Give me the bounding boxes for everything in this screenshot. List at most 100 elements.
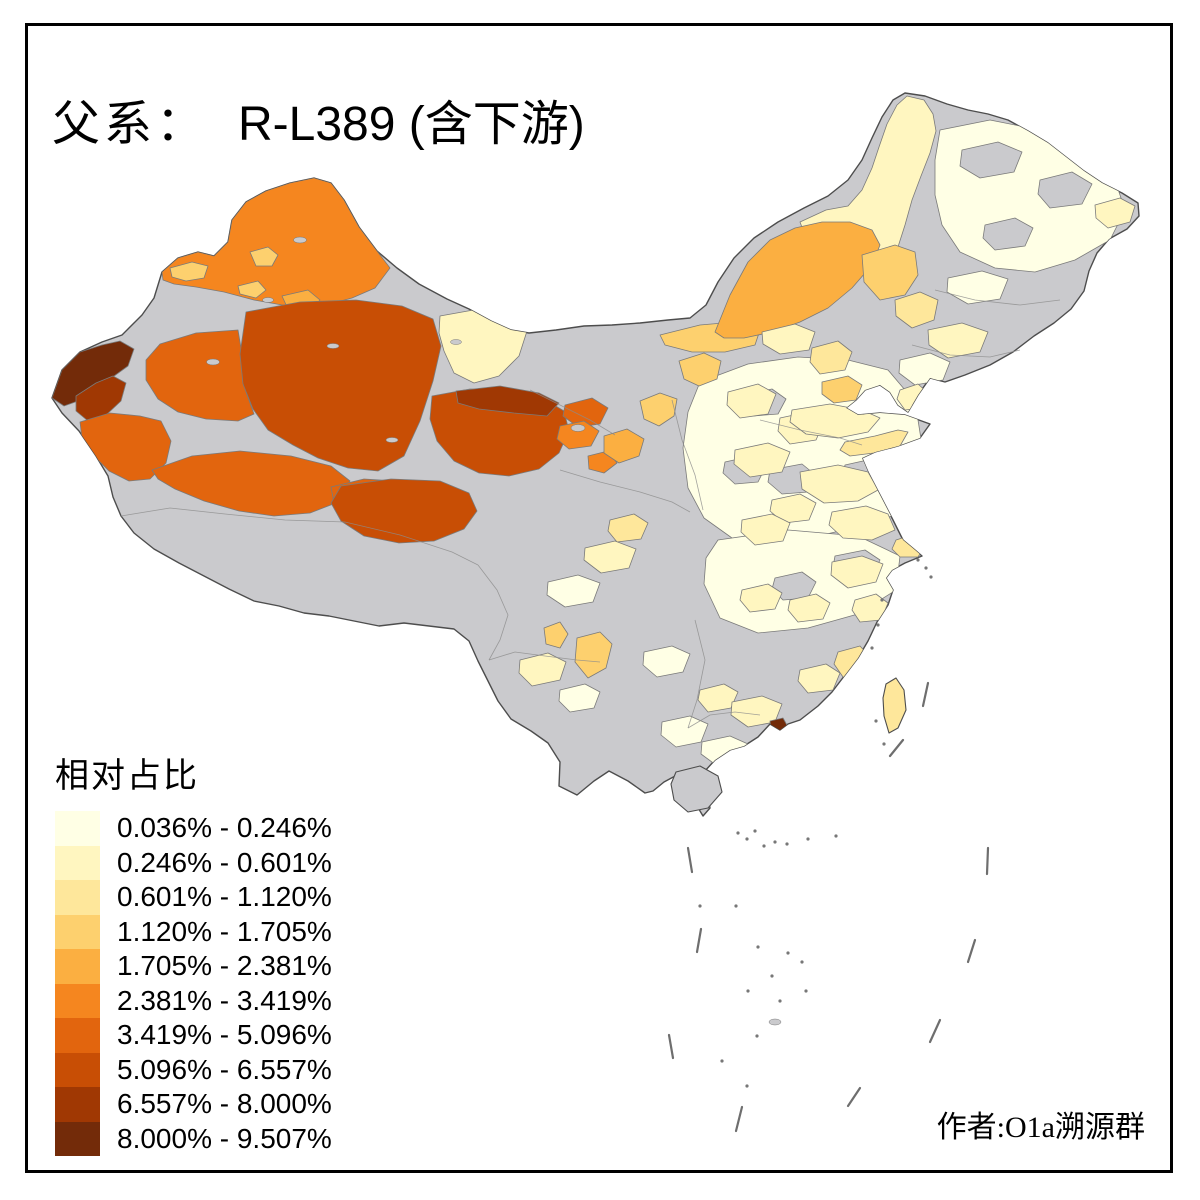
islet-dot-10 [745,837,749,841]
lake-speck-3 [326,343,340,349]
map-region-xj-north [161,177,391,307]
islet-dot-15 [806,837,810,841]
lake-speck-5 [206,358,220,366]
nine-dash-segment-7 [734,1105,744,1133]
map-region-guangxi-cream [660,715,709,748]
legend-label-6: 2.381% - 3.419% [117,984,332,1016]
islet-dot-22 [770,974,774,978]
province-border-jilin-liaoning [911,344,1021,358]
legend-label-1: 0.036% - 0.246% [117,812,332,844]
map-region-jilin-cream [946,270,1009,305]
map-region-karamay [249,246,279,267]
islet-dot-28 [745,1084,749,1088]
map-region-liuzhou [697,683,739,713]
map-region-lanzhou [603,428,645,464]
map-region-beijing [809,340,853,375]
map-region-qh-dark-streak [455,385,560,417]
legend-swatch-3 [55,880,100,915]
map-region-wuhan [740,513,791,546]
legend-row-6: 2.381% - 3.419% [55,983,332,1018]
nine-dash-segment-9 [695,927,703,954]
map-region-hotan [151,450,351,517]
legend-rows: 0.036% - 0.246% 0.246% - 0.601% 0.601% - 1… [55,811,332,1156]
map-region-na-patch-8 [982,217,1034,251]
nine-dash-segment-6 [846,1086,862,1108]
islet-dot-23 [746,989,750,993]
legend-row-1: 0.036% - 0.246% [55,811,332,846]
map-region-meizhou [797,663,841,694]
map-region-hefei [769,493,817,524]
map-region-im-chifeng [861,244,919,301]
map-region-ningxia [639,392,678,427]
legend-label-2: 0.246% - 0.601% [117,846,332,878]
islet-dot-6 [870,646,874,650]
map-region-aksu [145,329,255,422]
map-region-bortala [237,280,267,299]
province-border-hunan-guangxi [687,619,706,729]
map-region-yangzhou [828,505,896,541]
islet-dot-1 [916,558,920,562]
nine-dash-segment-4 [966,938,977,964]
map-region-hebei-north [761,323,816,355]
legend-label-3: 0.601% - 1.120% [117,881,332,913]
legend-label-8: 5.096% - 6.557% [117,1053,332,1085]
nine-dash-segment-8 [686,846,694,874]
islet-dot-17 [698,904,702,908]
province-border-shaanxi-west [671,399,704,511]
islet-dot-18 [734,904,738,908]
province-border-yunnan-north [488,651,601,663]
map-region-wuwei [562,397,609,428]
map-region-shaanbei [678,352,722,387]
map-region-yunnan-orange-b [574,631,613,679]
islet-dot-12 [762,844,766,848]
lake-speck-7 [570,424,586,432]
map-region-changsha [739,583,783,613]
legend: 相对占比 0.036% - 0.246% 0.246% - 0.601% 0.601… [55,748,332,1156]
legend-row-2: 0.246% - 0.601% [55,845,332,880]
legend-row-8: 5.096% - 6.557% [55,1052,332,1087]
legend-row-10: 8.000% - 9.507% [55,1121,332,1156]
islet-dot-2 [924,566,928,570]
map-regions-group [52,95,1136,766]
map-region-xuzhou [799,464,879,504]
attribution: 作者:O1a溯源群 [936,1111,1145,1144]
map-region-chengdu [583,540,637,574]
map-region-im-tongliao [894,291,939,329]
nine-dash-segment-1 [921,681,930,708]
legend-swatch-5 [55,949,100,984]
nine-dash-segment-5 [928,1018,942,1044]
legend-swatch-4 [55,914,100,949]
legend-swatch-2 [55,845,100,880]
title-haplogroup-prefix: 父系： [52,98,209,152]
legend-swatch-7 [55,1018,100,1053]
legend-label-7: 3.419% - 5.096% [117,1019,332,1051]
islet-dot-9 [736,831,740,835]
map-region-henan [733,442,791,478]
map-region-shanxi [726,383,777,419]
map-region-yunnan-cream2 [558,683,601,713]
province-border-qinghai-gansu [529,389,616,436]
islet-dot-4 [880,598,884,602]
map-region-yunnan-cream [518,652,567,687]
lake-speck-8 [768,1018,782,1026]
province-border-hebei-shandong [759,419,863,446]
legend-title: 相对占比 [55,758,199,795]
legend-row-3: 0.601% - 1.120% [55,880,332,915]
islet-dot-25 [804,989,808,993]
nine-dash-segment-2 [888,738,905,758]
islet-dot-27 [720,1059,724,1063]
islet-dot-3 [929,575,933,579]
lake-speck-4 [385,437,399,443]
island-hainan [670,765,723,813]
legend-swatch-1 [55,811,100,846]
map-region-xj-east-dark [239,299,442,472]
islet-dot-19 [756,945,760,949]
islet-dot-14 [785,842,789,846]
islet-dot-16 [834,834,838,838]
map-region-ili-light [169,261,209,282]
lake-speck-2 [262,297,274,303]
map-region-zhejiang [830,555,884,589]
islet-dot-8 [882,742,886,746]
islet-dot-20 [786,951,790,955]
